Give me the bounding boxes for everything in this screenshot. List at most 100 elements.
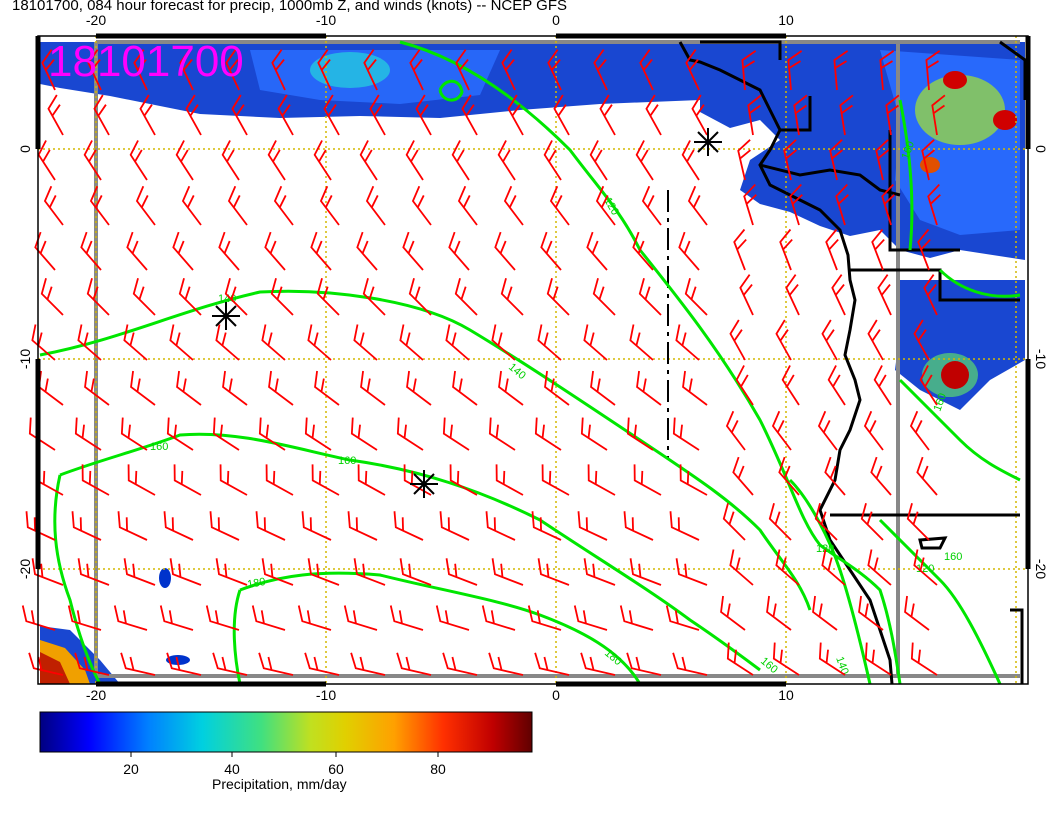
wind-barb [83,140,102,181]
wind-barb [365,185,386,226]
wind-barb [402,231,424,271]
wind-barb [271,49,286,91]
wind-barb [639,49,654,91]
wind-barb [543,140,562,181]
wind-barbs [21,49,946,676]
wind-barb [913,549,938,586]
wind-barb [356,231,378,271]
contour-label: 120 [816,543,834,555]
wind-barb [599,94,616,136]
wind-barb [41,49,56,91]
wind-barb [176,370,202,406]
contour-120-east [819,543,902,685]
contour-label: 120 [916,563,934,575]
wind-barb [586,231,608,271]
wind-barb [396,417,424,451]
lon-label: 0 [552,12,560,28]
wind-barb [173,464,202,496]
wind-barb [818,642,846,676]
wind-barb [540,231,562,271]
wind-barb [311,464,340,496]
wind-barb [172,231,194,271]
wind-barb [113,605,148,631]
wind-barb [209,511,240,541]
wind-barb [222,370,248,406]
wind-barb [87,49,102,91]
wind-barb [129,140,148,181]
wind-barb [626,652,662,676]
wind-barb [619,605,654,631]
wind-barb [682,370,708,406]
contour-label: 160 [932,392,950,413]
wind-barb [638,277,662,316]
wind-barb [593,49,608,91]
border-7 [1010,608,1024,684]
wind-barb [166,417,194,451]
wind-barb [461,94,478,136]
wind-barb [445,324,470,361]
wind-barb [720,595,746,631]
wind-barb [687,185,708,226]
wind-barb [592,277,616,316]
contour-label: 160 [150,441,168,453]
wind-barb [500,277,524,316]
wind-barb [224,277,248,316]
wind-barb [255,511,286,541]
lon-labels-bottom: -20 -10 0 10 [86,687,794,703]
wind-barb [347,511,378,541]
wind-barb [885,94,900,136]
wind-barb [301,511,332,541]
wind-barb [636,370,662,406]
wind-barb [264,231,286,271]
wind-barb [580,417,608,451]
wind-barb [729,549,754,586]
wind-barb [910,642,938,676]
wind-barb [357,464,386,496]
wind-barb [74,417,102,451]
lat-label: 0 [1033,145,1049,153]
wind-barb [47,94,64,136]
wind-barb [544,370,570,406]
wind-barb [669,511,700,541]
wind-barb [130,370,156,406]
wind-barb [875,139,889,181]
wind-barb [93,94,110,136]
wind-barb [867,549,892,586]
coast-west-africa [678,41,894,685]
precip-africa-core-1 [943,71,967,89]
wind-barb [175,140,194,181]
contour-180-west [232,589,242,685]
wind-barb [864,642,892,676]
wind-barb [491,558,524,586]
wind-barb [159,605,194,631]
wind-barb [595,185,616,226]
contour-label: 160 [338,455,356,467]
border-6 [999,40,1027,100]
precip-small-1 [159,568,171,588]
wind-barb [775,319,792,361]
wind-barb [589,140,608,181]
wind-barb [775,549,800,586]
wind-barb [389,605,424,631]
wind-barb [881,183,895,226]
wind-barb [641,185,662,226]
wind-barb [485,511,516,541]
wind-barb [74,652,110,676]
wind-barb [789,183,803,226]
wind-barb [353,324,378,361]
wind-barb [212,417,240,451]
wind-barb [270,277,294,316]
wind-barb [225,49,240,91]
wind-barb [645,94,662,136]
wind-barb [871,228,885,271]
wind-barb [541,464,570,496]
wind-barb [123,324,148,361]
wind-barb [497,140,516,181]
contour-180 [239,571,642,685]
wind-barb [448,231,470,271]
low-marker [410,470,438,498]
wind-barb [863,410,884,451]
wind-barb [527,605,562,631]
contour-east-squiggle-3 [898,99,914,251]
wind-barb [491,324,516,361]
